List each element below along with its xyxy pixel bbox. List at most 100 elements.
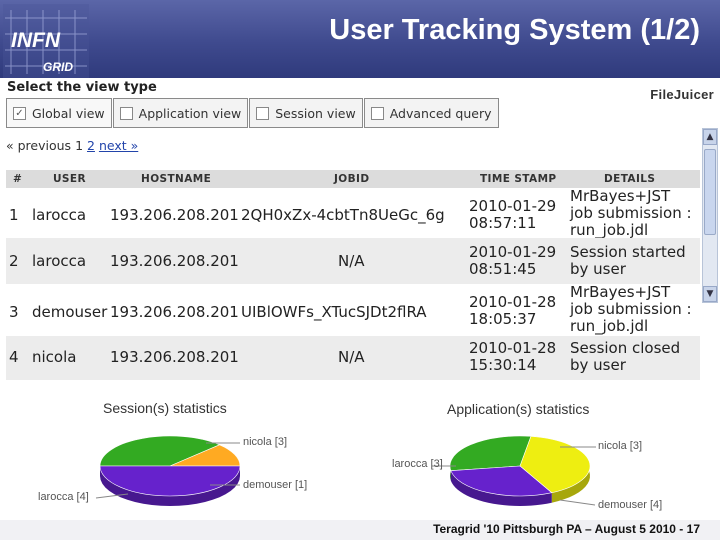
pie-slice-side xyxy=(450,470,552,506)
details-line: job submission : xyxy=(570,300,692,318)
row-hostname: 193.206.208.201 xyxy=(110,206,239,224)
application-pie-chart xyxy=(449,435,591,506)
table-header: # USER HOSTNAME JOBID TIME STAMP DETAILS xyxy=(6,170,700,188)
row-details: MrBayes+JST job submission : run_job.jdl xyxy=(570,188,692,239)
row-user: demouser xyxy=(32,303,108,321)
row-timestamp: 2010-01-29 08:57:11 xyxy=(469,198,556,232)
row-hostname: 193.206.208.201 xyxy=(110,303,239,321)
details-line: MrBayes+JST xyxy=(570,187,671,205)
scroll-up-icon[interactable]: ▲ xyxy=(703,129,717,145)
app-panel: Select the view type FileJuicer ✓ Global… xyxy=(0,78,720,520)
application-stats-title: Application(s) statistics xyxy=(447,401,590,417)
row-date: 2010-01-28 xyxy=(469,293,557,311)
row-jobid: UIBlOWFs_XTucSJDt2flRA xyxy=(241,303,427,321)
checkbox-icon[interactable] xyxy=(119,106,133,120)
row-number: 3 xyxy=(9,303,19,321)
row-number: 4 xyxy=(9,348,19,366)
row-time: 08:57:11 xyxy=(469,214,537,232)
tab-label: Session view xyxy=(275,105,356,121)
checkbox-checked-icon[interactable]: ✓ xyxy=(13,106,26,120)
tab-advanced-query[interactable]: Advanced query xyxy=(363,98,499,128)
view-tabs: ✓ Global view Application view Session v… xyxy=(6,98,500,128)
pie-slice xyxy=(519,436,591,494)
details-line: by user xyxy=(570,260,626,278)
pie-slice xyxy=(99,465,241,497)
app-label-larocca: larocca [3] xyxy=(392,458,443,470)
session-label-larocca: larocca [4] xyxy=(38,491,89,503)
row-time: 15:30:14 xyxy=(469,356,537,374)
row-hostname: 193.206.208.201 xyxy=(110,348,239,366)
pie-slice xyxy=(99,435,221,467)
col-hostname: HOSTNAME xyxy=(141,173,212,185)
previous-link[interactable]: « previous xyxy=(6,138,72,153)
pie-slice xyxy=(450,465,553,497)
row-number: 2 xyxy=(9,252,19,270)
row-user: larocca xyxy=(32,206,87,224)
app-label-nicola: nicola [3] xyxy=(598,440,643,452)
row-time: 08:51:45 xyxy=(469,260,537,278)
col-jobid: JOBID xyxy=(334,173,370,185)
col-number: # xyxy=(13,173,23,185)
details-line: MrBayes+JST xyxy=(570,283,671,301)
session-stats-title: Session(s) statistics xyxy=(103,400,227,416)
row-jobid: 2QH0xZx-4cbtTn8UeGc_6g xyxy=(241,206,445,224)
table-scrollbar[interactable]: ▲ ▼ xyxy=(702,128,718,303)
row-date: 2010-01-29 xyxy=(469,197,557,215)
table-row[interactable]: 3 demouser 193.206.208.201 UIBlOWFs_XTuc… xyxy=(6,284,700,336)
row-jobid: N/A xyxy=(338,348,365,366)
tab-application-view[interactable]: Application view xyxy=(112,98,249,128)
row-details: MrBayes+JST job submission : run_job.jdl xyxy=(570,284,692,335)
session-label-nicola: nicola [3] xyxy=(243,436,288,448)
row-user: nicola xyxy=(32,348,77,366)
tab-label: Application view xyxy=(138,105,242,121)
current-page: 1 xyxy=(75,138,84,153)
details-line: run_job.jdl xyxy=(570,221,649,239)
scroll-thumb[interactable] xyxy=(704,149,716,235)
tab-global-view[interactable]: ✓ Global view xyxy=(6,98,112,128)
pie-slice-side xyxy=(100,466,240,506)
row-timestamp: 2010-01-28 18:05:37 xyxy=(469,294,556,328)
details-line: run_job.jdl xyxy=(570,317,649,335)
page-2-link[interactable]: 2 xyxy=(87,138,95,153)
view-type-heading: Select the view type xyxy=(7,80,157,95)
pagination: « previous 1 2 next » xyxy=(6,138,138,153)
slide-footer: Teragrid '10 Pittsburgh PA – August 5 20… xyxy=(0,520,720,540)
col-user: USER xyxy=(53,173,86,185)
row-hostname: 193.206.208.201 xyxy=(110,252,239,270)
leader-line xyxy=(559,499,596,506)
tab-label: Advanced query xyxy=(389,105,492,121)
logo-grid-text: GRID xyxy=(43,60,73,74)
row-timestamp: 2010-01-28 15:30:14 xyxy=(469,340,556,374)
details-line: Session closed xyxy=(570,339,681,357)
row-date: 2010-01-28 xyxy=(469,339,557,357)
row-jobid: N/A xyxy=(338,252,365,270)
slide-header: INFN GRID User Tracking System (1/2) xyxy=(0,0,720,78)
session-label-demouser: demouser [1] xyxy=(243,479,308,491)
logo-infn-text: INFN xyxy=(11,29,61,52)
details-line: Session started xyxy=(570,243,686,261)
session-pie-chart xyxy=(99,435,241,506)
next-link[interactable]: next » xyxy=(98,138,139,153)
row-details: Session closed by user xyxy=(570,340,680,374)
pie-leader-lines xyxy=(95,442,596,506)
checkbox-icon[interactable] xyxy=(370,106,384,120)
col-details: DETAILS xyxy=(604,173,656,185)
row-details: Session started by user xyxy=(570,244,686,278)
row-date: 2010-01-29 xyxy=(469,243,557,261)
details-line: by user xyxy=(570,356,626,374)
tab-session-view[interactable]: Session view xyxy=(249,98,363,128)
row-time: 18:05:37 xyxy=(469,310,537,328)
leader-line xyxy=(95,493,129,499)
table-row[interactable]: 2 larocca 193.206.208.201 N/A 2010-01-29… xyxy=(6,238,700,284)
table-row[interactable]: 1 larocca 193.206.208.201 2QH0xZx-4cbtTn… xyxy=(6,188,700,239)
table-row[interactable]: 4 nicola 193.206.208.201 N/A 2010-01-28 … xyxy=(6,336,700,380)
row-timestamp: 2010-01-29 08:51:45 xyxy=(469,244,556,278)
row-number: 1 xyxy=(9,206,19,224)
col-timestamp: TIME STAMP xyxy=(480,173,557,185)
app-label-demouser: demouser [4] xyxy=(598,499,663,511)
pie-slice xyxy=(449,435,532,472)
checkbox-icon[interactable] xyxy=(256,106,270,120)
tab-label: Global view xyxy=(32,105,105,121)
row-user: larocca xyxy=(32,252,87,270)
scroll-down-icon[interactable]: ▼ xyxy=(703,286,717,302)
